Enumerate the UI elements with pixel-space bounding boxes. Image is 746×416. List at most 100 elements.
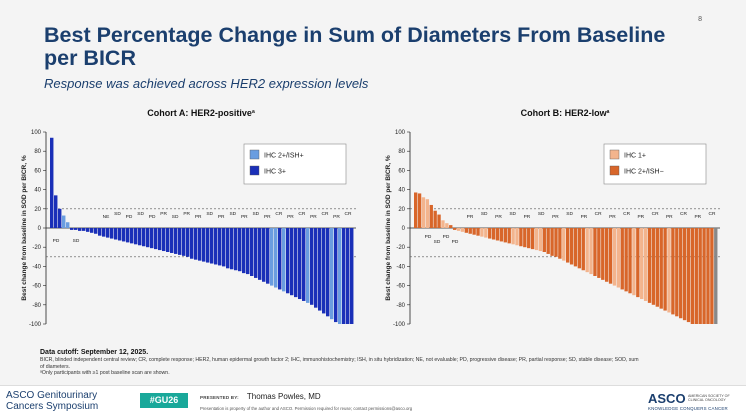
bar-39 [562, 228, 566, 261]
bar-42 [214, 228, 218, 265]
response-label: PR [467, 214, 474, 220]
response-label: PR [218, 214, 225, 220]
bar-75 [702, 228, 706, 324]
hashtag-badge: #GU26 [140, 393, 188, 408]
bar-38 [198, 228, 202, 261]
bar-39 [202, 228, 206, 262]
response-label: PR [183, 211, 190, 217]
bar-68 [675, 228, 679, 317]
bar-66 [667, 228, 671, 313]
bar-20 [126, 228, 130, 243]
bar-13 [460, 228, 465, 232]
response-label: CR [298, 211, 305, 217]
response-label: SD [566, 211, 573, 217]
bar-16 [472, 228, 476, 235]
bar-15 [106, 228, 110, 238]
y-tick-label: -20 [396, 245, 405, 251]
y-axis-label: Best change from baseline in SOD per BIC… [21, 155, 28, 300]
bar-3 [421, 197, 426, 228]
bar-26 [511, 228, 515, 245]
y-tick-label: -40 [32, 264, 41, 270]
y-tick-label: -100 [29, 322, 42, 328]
bar-15 [468, 228, 472, 234]
bar-72 [334, 228, 338, 323]
bar-60 [286, 228, 290, 294]
bar-19 [122, 228, 126, 242]
bar-32 [534, 228, 539, 251]
y-tick-label: 40 [398, 188, 405, 194]
bar-41 [569, 228, 574, 265]
bar-64 [302, 228, 306, 301]
response-label: SD [172, 214, 179, 220]
bar-5 [429, 204, 433, 228]
bar-58 [278, 228, 282, 290]
response-label: SD [509, 211, 516, 217]
chart-title: Cohort B: HER2-lowa [521, 108, 610, 118]
legend-label-2: IHC 2+/ISH− [624, 169, 664, 176]
bar-43 [577, 228, 582, 269]
y-tick-label: 80 [34, 149, 41, 155]
bar-21 [130, 228, 134, 244]
bar-35 [186, 228, 190, 257]
response-label: PR [160, 211, 167, 217]
bar-55 [266, 228, 270, 284]
bar-13 [98, 228, 102, 236]
bar-32 [174, 228, 178, 254]
bar-3 [58, 208, 62, 228]
bar-37 [194, 228, 198, 260]
bar-4 [425, 199, 430, 228]
bar-17 [114, 228, 118, 240]
chart-title-text: Cohort B: HER2-low [521, 108, 608, 118]
logo-line-1: ASCO Genitourinary [6, 390, 98, 401]
bar-42 [573, 228, 578, 267]
bar-4 [62, 215, 66, 228]
bar-48 [597, 228, 601, 278]
response-label: PR [637, 214, 644, 220]
bar-61 [647, 228, 652, 303]
response-label: CR [680, 211, 687, 217]
response-label: PR [552, 214, 559, 220]
bar-63 [298, 228, 302, 300]
bar-34 [182, 228, 186, 256]
y-tick-label: -80 [32, 303, 41, 309]
bar-2 [54, 195, 58, 228]
bar-7 [74, 228, 78, 230]
response-label: CR [623, 211, 630, 217]
bar-40 [566, 228, 570, 263]
bar-67 [671, 228, 675, 315]
property-note: Presentation is property of the author a… [200, 406, 413, 411]
bar-24 [142, 228, 146, 247]
response-label: SD [73, 238, 80, 244]
bar-49 [601, 228, 605, 280]
bar-71 [330, 228, 334, 320]
legend-box [243, 143, 347, 185]
chart-cohort-b: Cohort B: HER2-lowa 100 80 60 40 20 0 -20 -40 -60… [385, 108, 720, 328]
response-label: CR [275, 211, 282, 217]
bar-10 [86, 228, 90, 232]
bar-9 [445, 223, 449, 228]
asco-tagline: KNOWLEDGE CONQUERS CANCER [648, 406, 728, 411]
bar-29 [523, 228, 527, 248]
bar-12 [94, 228, 98, 234]
response-label: CR [345, 211, 352, 217]
bar-30 [166, 228, 170, 252]
response-label: PD [443, 234, 450, 240]
bar-60 [643, 228, 648, 301]
response-label: PR [694, 214, 701, 220]
bar-73 [694, 228, 698, 324]
bar-41 [210, 228, 214, 264]
bar-48 [238, 228, 242, 272]
bar-1 [414, 192, 418, 228]
response-label: CR [595, 211, 602, 217]
response-label: CR [709, 211, 716, 217]
bar-56 [270, 228, 274, 286]
bar-53 [258, 228, 262, 280]
response-label: PR [287, 214, 294, 220]
legend-swatch-1 [609, 149, 620, 160]
bar-36 [550, 228, 554, 256]
bar-57 [274, 228, 278, 288]
y-tick-label: 40 [34, 188, 41, 194]
response-label: SD [229, 211, 236, 217]
bar-52 [612, 228, 617, 286]
